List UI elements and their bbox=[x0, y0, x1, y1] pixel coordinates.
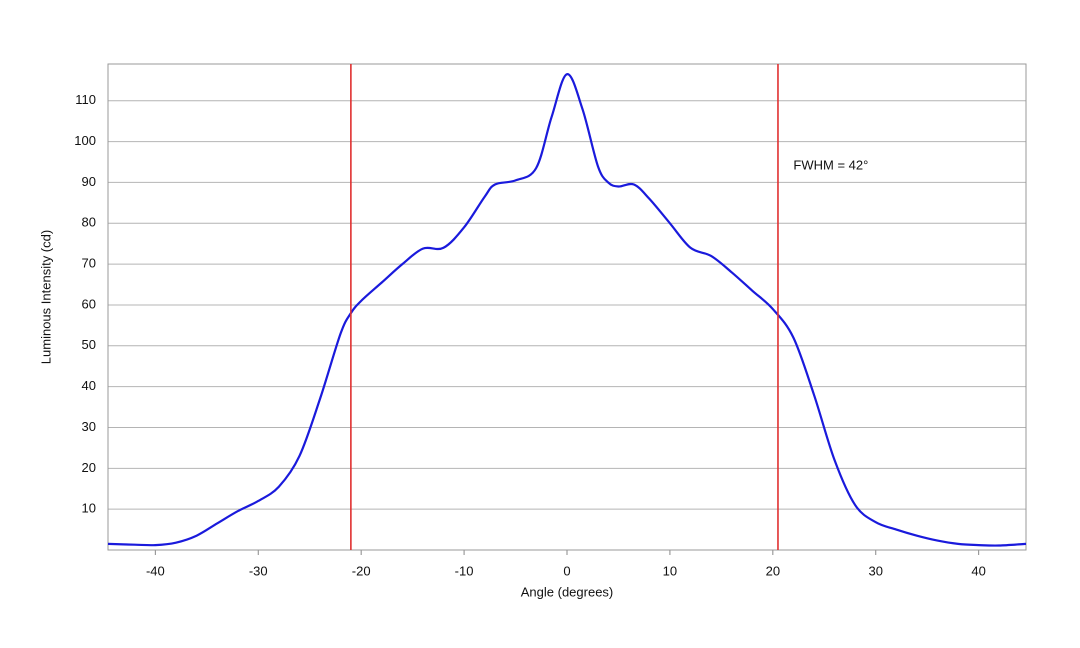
y-tick-label: 110 bbox=[75, 92, 96, 107]
plot-frame bbox=[107, 63, 1027, 551]
y-tick-label: 80 bbox=[82, 215, 96, 230]
x-tick-label: -20 bbox=[352, 563, 371, 578]
data-line bbox=[107, 73, 1027, 547]
x-tick-label: 30 bbox=[869, 563, 883, 578]
y-tick-label: 50 bbox=[82, 337, 96, 352]
x-tick-label: 10 bbox=[663, 563, 677, 578]
x-tick-label: 40 bbox=[971, 563, 985, 578]
y-tick-label: 40 bbox=[82, 378, 96, 393]
x-tick-label: -10 bbox=[455, 563, 474, 578]
y-tick-label: 60 bbox=[82, 296, 96, 311]
y-tick-label: 10 bbox=[82, 501, 96, 516]
x-tick-label: -30 bbox=[249, 563, 268, 578]
y-axis-label: Luminous Intensity (cd) bbox=[38, 230, 53, 364]
x-tick-label: 20 bbox=[766, 563, 780, 578]
y-tick-label: 70 bbox=[82, 256, 96, 271]
y-tick-label: 20 bbox=[82, 460, 96, 475]
y-tick-label: 30 bbox=[82, 419, 96, 434]
x-tick-label: -40 bbox=[146, 563, 165, 578]
x-axis-label: Angle (degrees) bbox=[521, 584, 614, 599]
y-tick-label: 90 bbox=[82, 174, 96, 189]
y-tick-label: 100 bbox=[74, 133, 96, 148]
x-tick-label: 0 bbox=[563, 563, 570, 578]
annotation: FWHM = 42° bbox=[793, 158, 868, 173]
